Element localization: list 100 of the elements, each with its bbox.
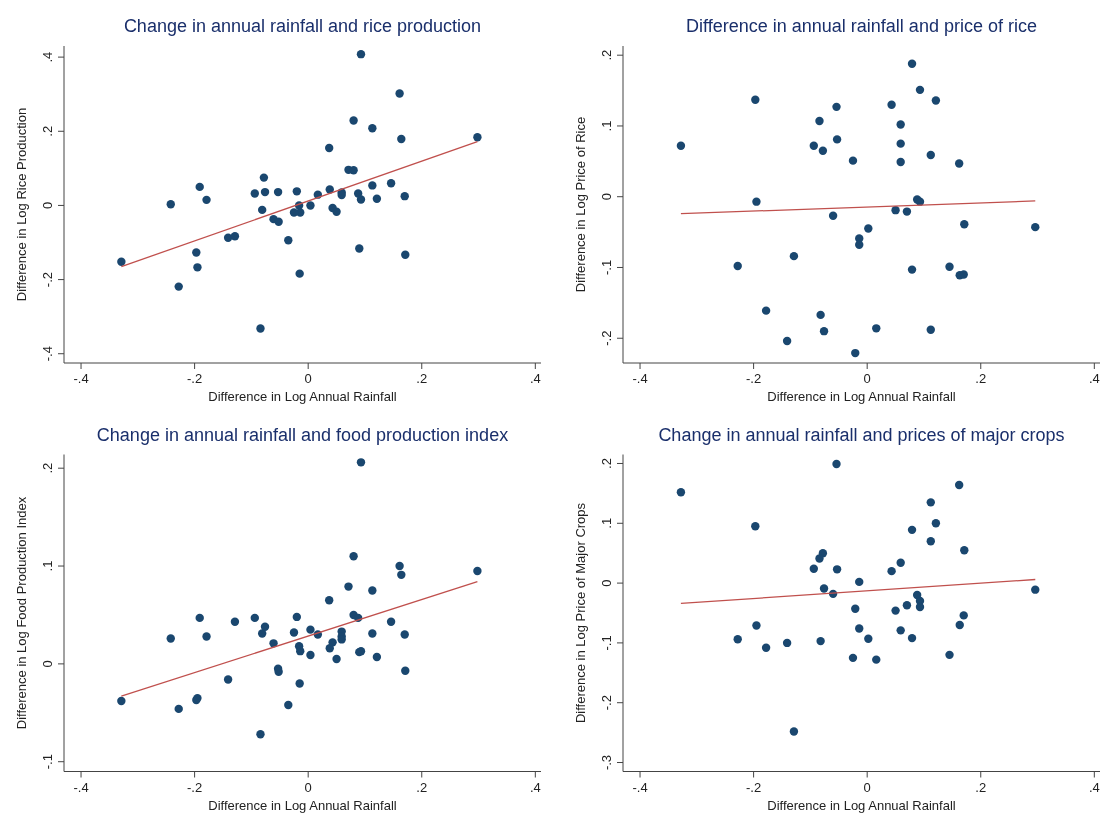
point xyxy=(855,240,864,250)
point xyxy=(945,262,954,271)
point xyxy=(891,205,900,215)
point xyxy=(400,191,409,201)
point xyxy=(809,564,818,573)
point xyxy=(395,89,404,98)
point xyxy=(372,652,382,662)
point xyxy=(356,458,366,467)
point xyxy=(676,487,686,497)
y-tick-label: -.2 xyxy=(599,330,614,346)
point xyxy=(166,200,175,209)
point xyxy=(887,566,896,576)
point xyxy=(284,700,293,710)
point xyxy=(832,565,842,574)
y-tick-label: -.1 xyxy=(599,635,614,651)
point xyxy=(349,552,358,561)
point xyxy=(896,120,905,129)
point xyxy=(250,613,259,623)
chart-title: Difference in annual rainfall and price of rice xyxy=(686,16,1037,36)
x-tick-label: -.4 xyxy=(73,371,89,386)
point xyxy=(284,236,293,245)
point xyxy=(751,95,760,104)
point xyxy=(872,655,881,664)
point xyxy=(166,634,175,643)
point xyxy=(819,584,829,593)
point xyxy=(306,650,315,660)
point xyxy=(926,150,935,160)
y-tick-label: .2 xyxy=(599,458,614,469)
point xyxy=(306,625,315,634)
point xyxy=(960,546,969,555)
point xyxy=(259,173,269,182)
point xyxy=(864,634,873,643)
point xyxy=(260,622,270,631)
x-tick-label: 0 xyxy=(304,779,312,795)
x-tick-label: .4 xyxy=(529,779,541,795)
point xyxy=(955,620,964,630)
point xyxy=(223,675,233,684)
chart-title: Change in annual rainfall and prices of major crops xyxy=(658,424,1065,445)
point xyxy=(733,261,742,271)
point xyxy=(907,265,917,274)
point xyxy=(902,207,912,216)
x-tick-label: -.2 xyxy=(187,779,203,795)
point xyxy=(896,626,905,635)
point xyxy=(257,205,267,215)
point xyxy=(260,187,270,197)
point xyxy=(355,244,364,253)
point xyxy=(174,704,183,714)
point xyxy=(816,636,825,646)
point xyxy=(395,561,404,571)
point xyxy=(223,233,233,242)
point xyxy=(397,570,406,580)
point xyxy=(400,630,409,639)
point xyxy=(896,558,905,567)
point xyxy=(401,250,410,259)
point xyxy=(273,187,283,197)
point xyxy=(202,195,211,205)
point xyxy=(386,617,396,627)
point xyxy=(368,181,377,190)
point xyxy=(676,141,686,150)
y-axis-title: Difference in Log Food Production Index xyxy=(14,496,29,730)
point xyxy=(945,650,954,660)
point xyxy=(954,480,964,490)
x-tick-label: 0 xyxy=(863,779,871,795)
point xyxy=(761,306,771,315)
point xyxy=(896,157,905,167)
point xyxy=(202,632,211,641)
point xyxy=(295,269,304,278)
point xyxy=(368,124,377,133)
point xyxy=(832,102,841,112)
x-tick-label: -.2 xyxy=(746,371,762,386)
x-tick-label: .4 xyxy=(529,371,541,386)
point xyxy=(891,606,900,615)
y-tick-label: 0 xyxy=(599,579,614,587)
y-tick-label: .1 xyxy=(40,560,55,572)
point xyxy=(907,525,917,535)
point xyxy=(832,135,842,144)
point xyxy=(372,194,382,203)
x-tick-label: -.4 xyxy=(632,371,648,386)
point xyxy=(815,116,824,126)
y-tick-label: -.3 xyxy=(599,754,614,771)
point xyxy=(292,612,302,622)
point xyxy=(816,310,825,320)
point xyxy=(368,586,377,595)
point xyxy=(368,629,377,638)
point xyxy=(733,635,742,644)
point xyxy=(473,566,482,576)
point xyxy=(356,195,366,204)
point xyxy=(926,498,935,507)
chart-title: Change in annual rainfall and food production index xyxy=(96,424,509,445)
point xyxy=(473,133,482,142)
point xyxy=(915,85,925,95)
point xyxy=(907,633,917,643)
point xyxy=(356,49,366,59)
point xyxy=(752,621,761,630)
point xyxy=(761,643,771,652)
point xyxy=(872,324,881,333)
y-tick-label: .2 xyxy=(599,49,614,61)
point xyxy=(818,146,828,155)
point xyxy=(855,624,864,633)
point xyxy=(289,208,299,217)
